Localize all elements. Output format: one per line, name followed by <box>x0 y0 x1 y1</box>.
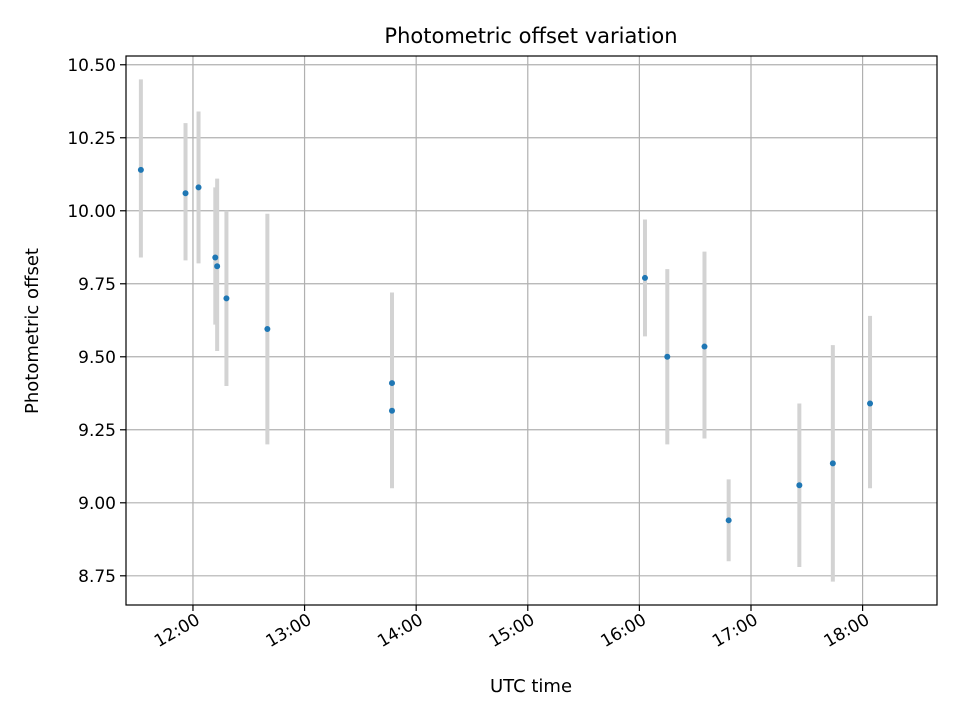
y-tick-label: 10.00 <box>67 202 116 222</box>
data-points <box>137 166 874 524</box>
data-point <box>796 482 803 489</box>
data-point <box>195 184 202 191</box>
data-point <box>223 295 230 302</box>
grid <box>126 56 937 605</box>
y-axis-label: Photometric offset <box>22 248 43 414</box>
data-point <box>641 274 648 281</box>
y-axis-ticks: 8.75 9.00 9.25 9.50 9.75 10.00 10.25 10.50 <box>67 56 126 587</box>
data-point <box>829 460 836 467</box>
y-tick-label: 10.25 <box>67 129 116 149</box>
y-tick-label: 9.25 <box>78 421 116 441</box>
plot-frame <box>125 55 938 606</box>
data-point <box>212 254 219 261</box>
data-point <box>388 380 395 387</box>
data-point <box>264 326 271 333</box>
y-tick-label: 10.50 <box>67 56 116 76</box>
y-tick-label: 8.75 <box>78 567 116 587</box>
x-axis-label: UTC time <box>490 676 572 697</box>
data-point <box>214 263 221 270</box>
y-tick-label: 9.50 <box>78 348 116 368</box>
data-point <box>725 517 732 524</box>
data-point <box>388 407 395 414</box>
data-point <box>867 400 874 407</box>
data-point <box>182 190 189 197</box>
data-point <box>701 343 708 350</box>
y-tick-label: 9.75 <box>78 275 116 295</box>
chart-title: Photometric offset variation <box>384 24 677 48</box>
data-point <box>137 166 144 173</box>
data-point <box>664 353 671 360</box>
y-tick-label: 9.00 <box>78 494 116 514</box>
